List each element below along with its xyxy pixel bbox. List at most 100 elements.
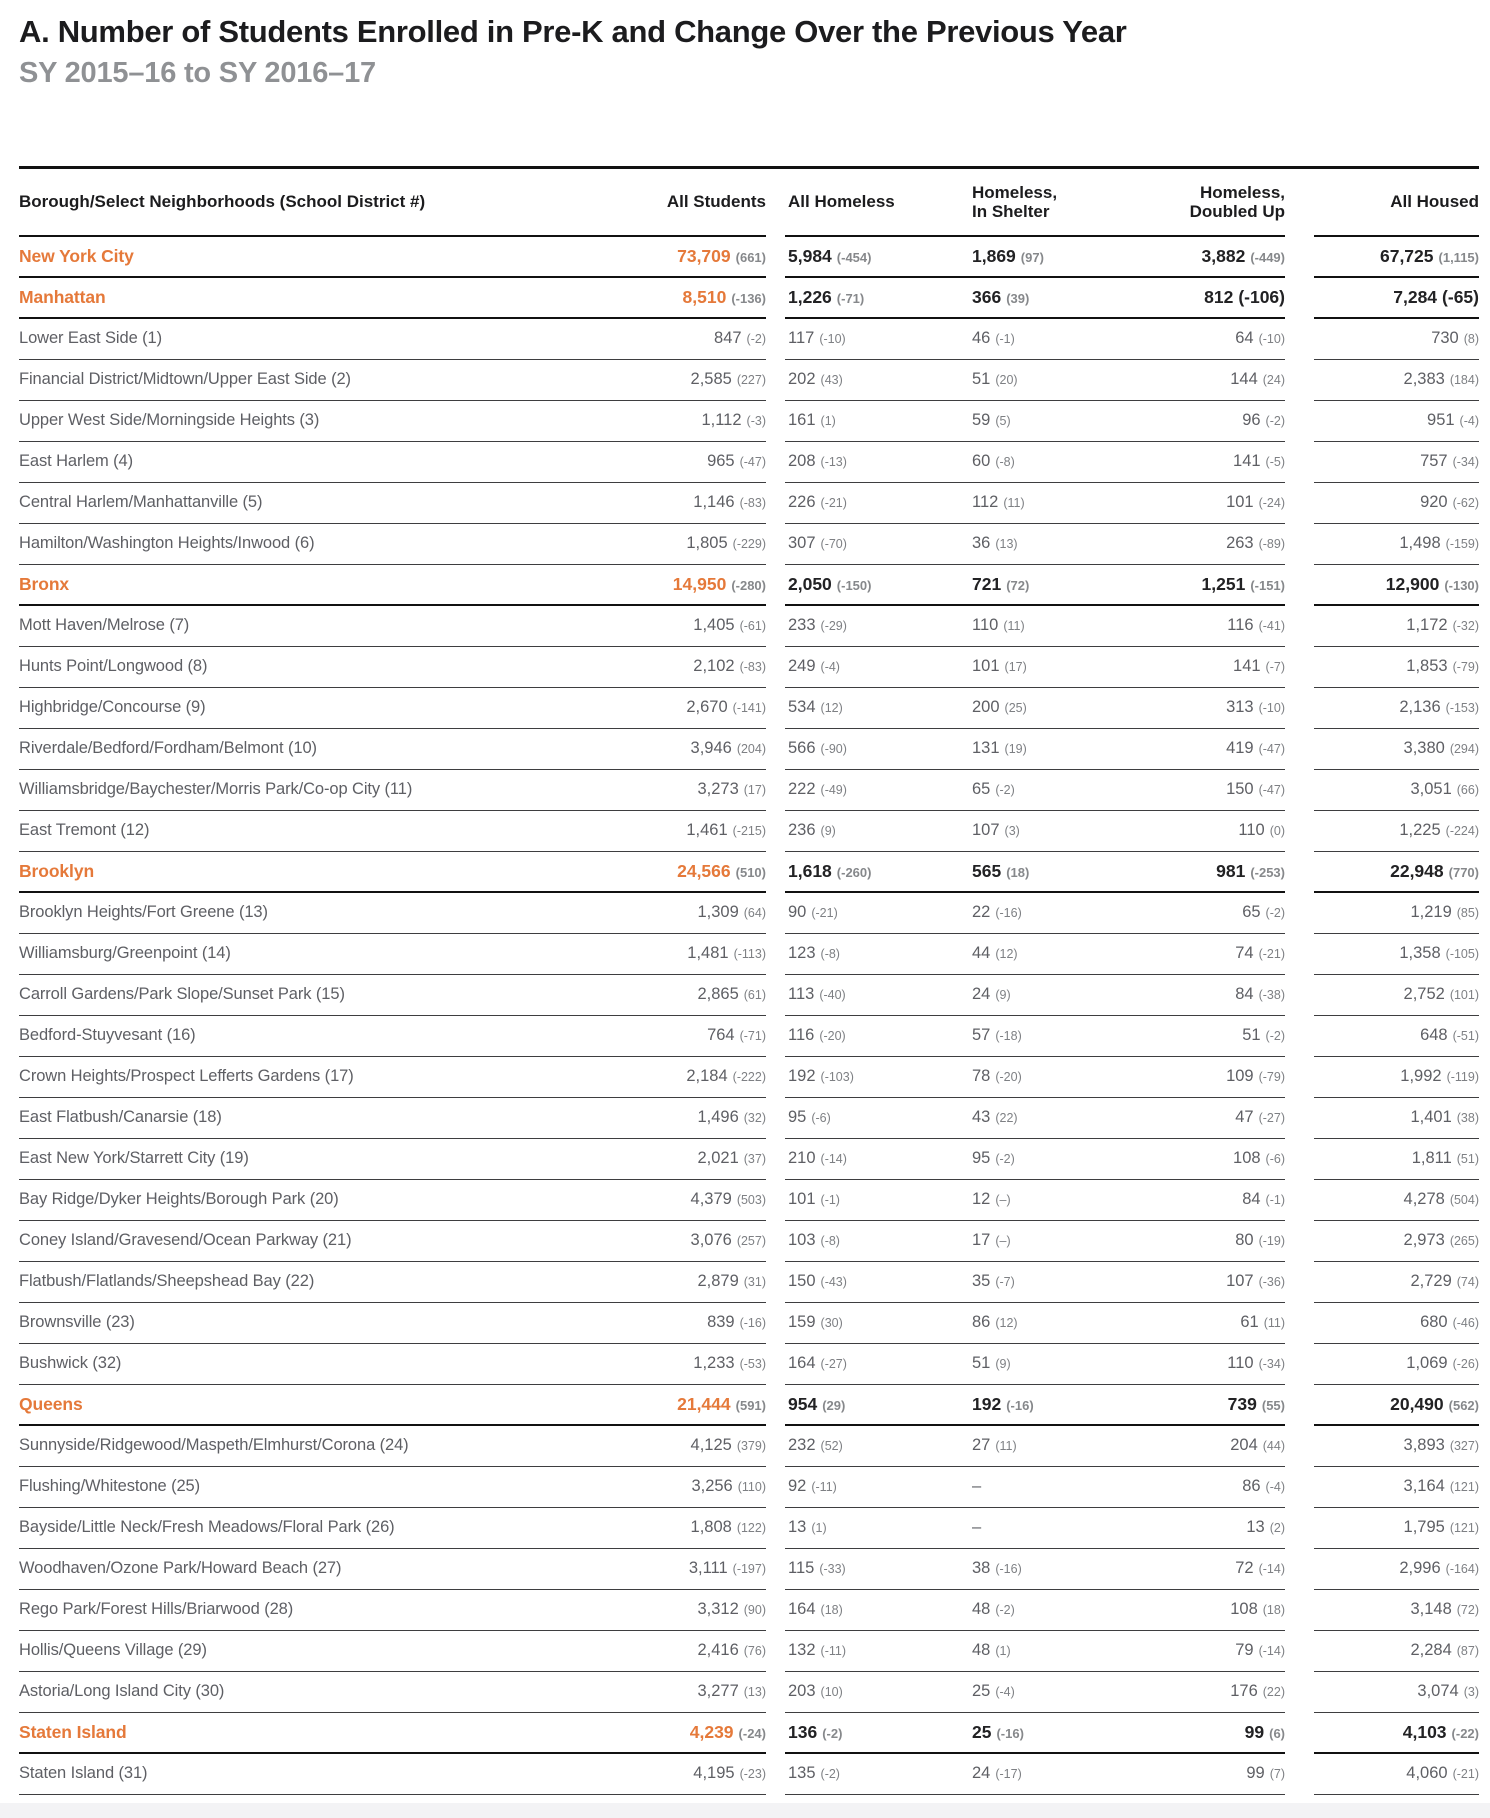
- value-main: 203: [788, 1682, 816, 1701]
- cell-all-students: 3,256 (110): [691, 1477, 766, 1496]
- table-row: Rego Park/Forest Hills/Briarwood (28) 3,3…: [19, 1590, 1479, 1631]
- cell-all-housed: 1,358 (-105): [1399, 944, 1479, 963]
- value-change: (-79): [1258, 1070, 1285, 1085]
- row-label: Hamilton/Washington Heights/Inwood (6): [19, 534, 315, 553]
- value-change: (-130): [1444, 577, 1479, 593]
- value-main: 4,195: [693, 1764, 735, 1783]
- value-main: –: [972, 1477, 982, 1496]
- cell-all-homeless: 307 (-70): [788, 534, 847, 553]
- value-change: (110): [737, 1480, 766, 1495]
- value-main: 4,379: [690, 1190, 732, 1209]
- value-change: (1): [820, 414, 836, 429]
- value-change: (-34): [1258, 1357, 1285, 1372]
- cell-all-housed: 1,795 (121): [1404, 1518, 1479, 1537]
- value-main: 74: [1235, 944, 1254, 963]
- cell-all-homeless: 90 (-21): [788, 903, 838, 922]
- value-main: 236: [788, 821, 816, 840]
- column-gutter: [1285, 1549, 1314, 1590]
- cell-homeless-doubled-up: 263 (-89): [1226, 534, 1285, 553]
- value-change: (18): [1262, 1603, 1285, 1618]
- value-change: (-61): [739, 619, 766, 634]
- value-change: (–): [995, 1234, 1011, 1249]
- cell-all-homeless: 123 (-8): [788, 944, 840, 963]
- cell-all-students: 4,239 (-24): [690, 1722, 766, 1743]
- value-change: (-20): [819, 1029, 846, 1044]
- cell-homeless-in-shelter: 44 (12): [972, 944, 1018, 963]
- cell-all-housed: 67,725 (1,115): [1380, 246, 1479, 267]
- value-main: 1,172: [1406, 616, 1448, 635]
- value-change: (17): [1004, 660, 1027, 675]
- cell-homeless-doubled-up: 141 (-5): [1233, 452, 1285, 471]
- value-main: 764: [707, 1026, 735, 1045]
- value-main: 204: [1230, 1436, 1258, 1455]
- row-label: Carroll Gardens/Park Slope/Sunset Park (…: [19, 985, 345, 1004]
- cell-all-housed: 2,752 (101): [1404, 985, 1479, 1004]
- cell-all-students: 8,510 (-136): [683, 287, 766, 308]
- value-main: 757: [1420, 452, 1448, 471]
- value-change: (-21): [811, 906, 838, 921]
- cell-homeless-in-shelter: 24 (9): [972, 985, 1011, 1004]
- cell-all-students: 764 (-71): [707, 1026, 766, 1045]
- value-main: 1,496: [697, 1108, 739, 1127]
- column-gutter: [1285, 1180, 1314, 1221]
- cell-homeless-in-shelter: 24 (-17): [972, 1764, 1022, 1783]
- value-change: (38): [1456, 1111, 1479, 1126]
- value-change: (17): [743, 783, 766, 798]
- value-main: 1,219: [1410, 903, 1452, 922]
- value-main: 164: [788, 1354, 816, 1373]
- value-change: (-14): [820, 1152, 847, 1167]
- table-row: Financial District/Midtown/Upper East Si…: [19, 360, 1479, 401]
- value-main: 96: [1242, 411, 1261, 430]
- table-row: Flatbush/Flatlands/Sheepshead Bay (22) 2,…: [19, 1262, 1479, 1303]
- value-main: 22: [972, 903, 991, 922]
- value-main: 1,481: [687, 944, 729, 963]
- value-main: 192: [972, 1393, 1002, 1414]
- value-main: 72: [1235, 1559, 1254, 1578]
- value-change: (7): [1269, 1767, 1285, 1782]
- row-label: Manhattan: [19, 286, 106, 307]
- value-main: 3,076: [690, 1231, 732, 1250]
- value-change: (-106): [1238, 286, 1285, 307]
- value-change: (-1): [1265, 1193, 1285, 1208]
- value-change: (-24): [738, 1725, 766, 1741]
- cell-all-homeless: 164 (-27): [788, 1354, 847, 1373]
- cell-homeless-in-shelter: 112 (11): [972, 493, 1025, 512]
- column-gutter: [766, 565, 785, 606]
- value-main: 210: [788, 1149, 816, 1168]
- value-main: 21,444: [677, 1393, 731, 1414]
- cell-all-housed: 2,284 (87): [1410, 1641, 1479, 1660]
- cell-homeless-doubled-up: 107 (-36): [1226, 1272, 1285, 1291]
- value-main: 233: [788, 616, 816, 635]
- cell-homeless-in-shelter: 51 (9): [972, 1354, 1011, 1373]
- cell-all-housed: 2,383 (184): [1404, 370, 1479, 389]
- value-main: 566: [788, 739, 816, 758]
- cell-all-housed: 4,103 (-22): [1403, 1722, 1479, 1743]
- row-label: Flatbush/Flatlands/Sheepshead Bay (22): [19, 1272, 315, 1291]
- cell-all-homeless: 164 (18): [788, 1600, 843, 1619]
- table-row: Lower East Side (1) 847 (-2) 117 (-10) 46 (-1)…: [19, 319, 1479, 360]
- value-change: (-260): [836, 864, 872, 880]
- value-change: (87): [1456, 1644, 1479, 1659]
- value-change: (-32): [1452, 619, 1479, 634]
- value-change: (-2): [1265, 906, 1285, 921]
- column-gutter: [1285, 1754, 1314, 1795]
- value-main: 95: [972, 1149, 991, 1168]
- cell-all-housed: 951 (-4): [1427, 411, 1479, 430]
- cell-homeless-doubled-up: 108 (-6): [1233, 1149, 1285, 1168]
- table-row: Williamsburg/Greenpoint (14) 1,481 (-113) 1…: [19, 934, 1479, 975]
- value-main: 1,992: [1400, 1067, 1442, 1086]
- column-gutter: [1285, 319, 1314, 360]
- value-change: (-2): [995, 1603, 1015, 1618]
- cell-homeless-doubled-up: 74 (-21): [1235, 944, 1285, 963]
- value-main: 839: [707, 1313, 735, 1332]
- cell-homeless-in-shelter: 78 (-20): [972, 1067, 1022, 1086]
- value-change: (-47): [1258, 783, 1285, 798]
- row-label: Woodhaven/Ozone Park/Howard Beach (27): [19, 1559, 342, 1578]
- table-row: Upper West Side/Morningside Heights (3) 1…: [19, 401, 1479, 442]
- row-label: Brownsville (23): [19, 1313, 135, 1332]
- cell-all-homeless: 5,984 (-454): [788, 246, 871, 267]
- cell-homeless-in-shelter: 38 (-16): [972, 1559, 1022, 1578]
- value-change: (-41): [1258, 619, 1285, 634]
- cell-all-students: 1,461 (-215): [686, 821, 766, 840]
- value-main: 108: [1230, 1600, 1258, 1619]
